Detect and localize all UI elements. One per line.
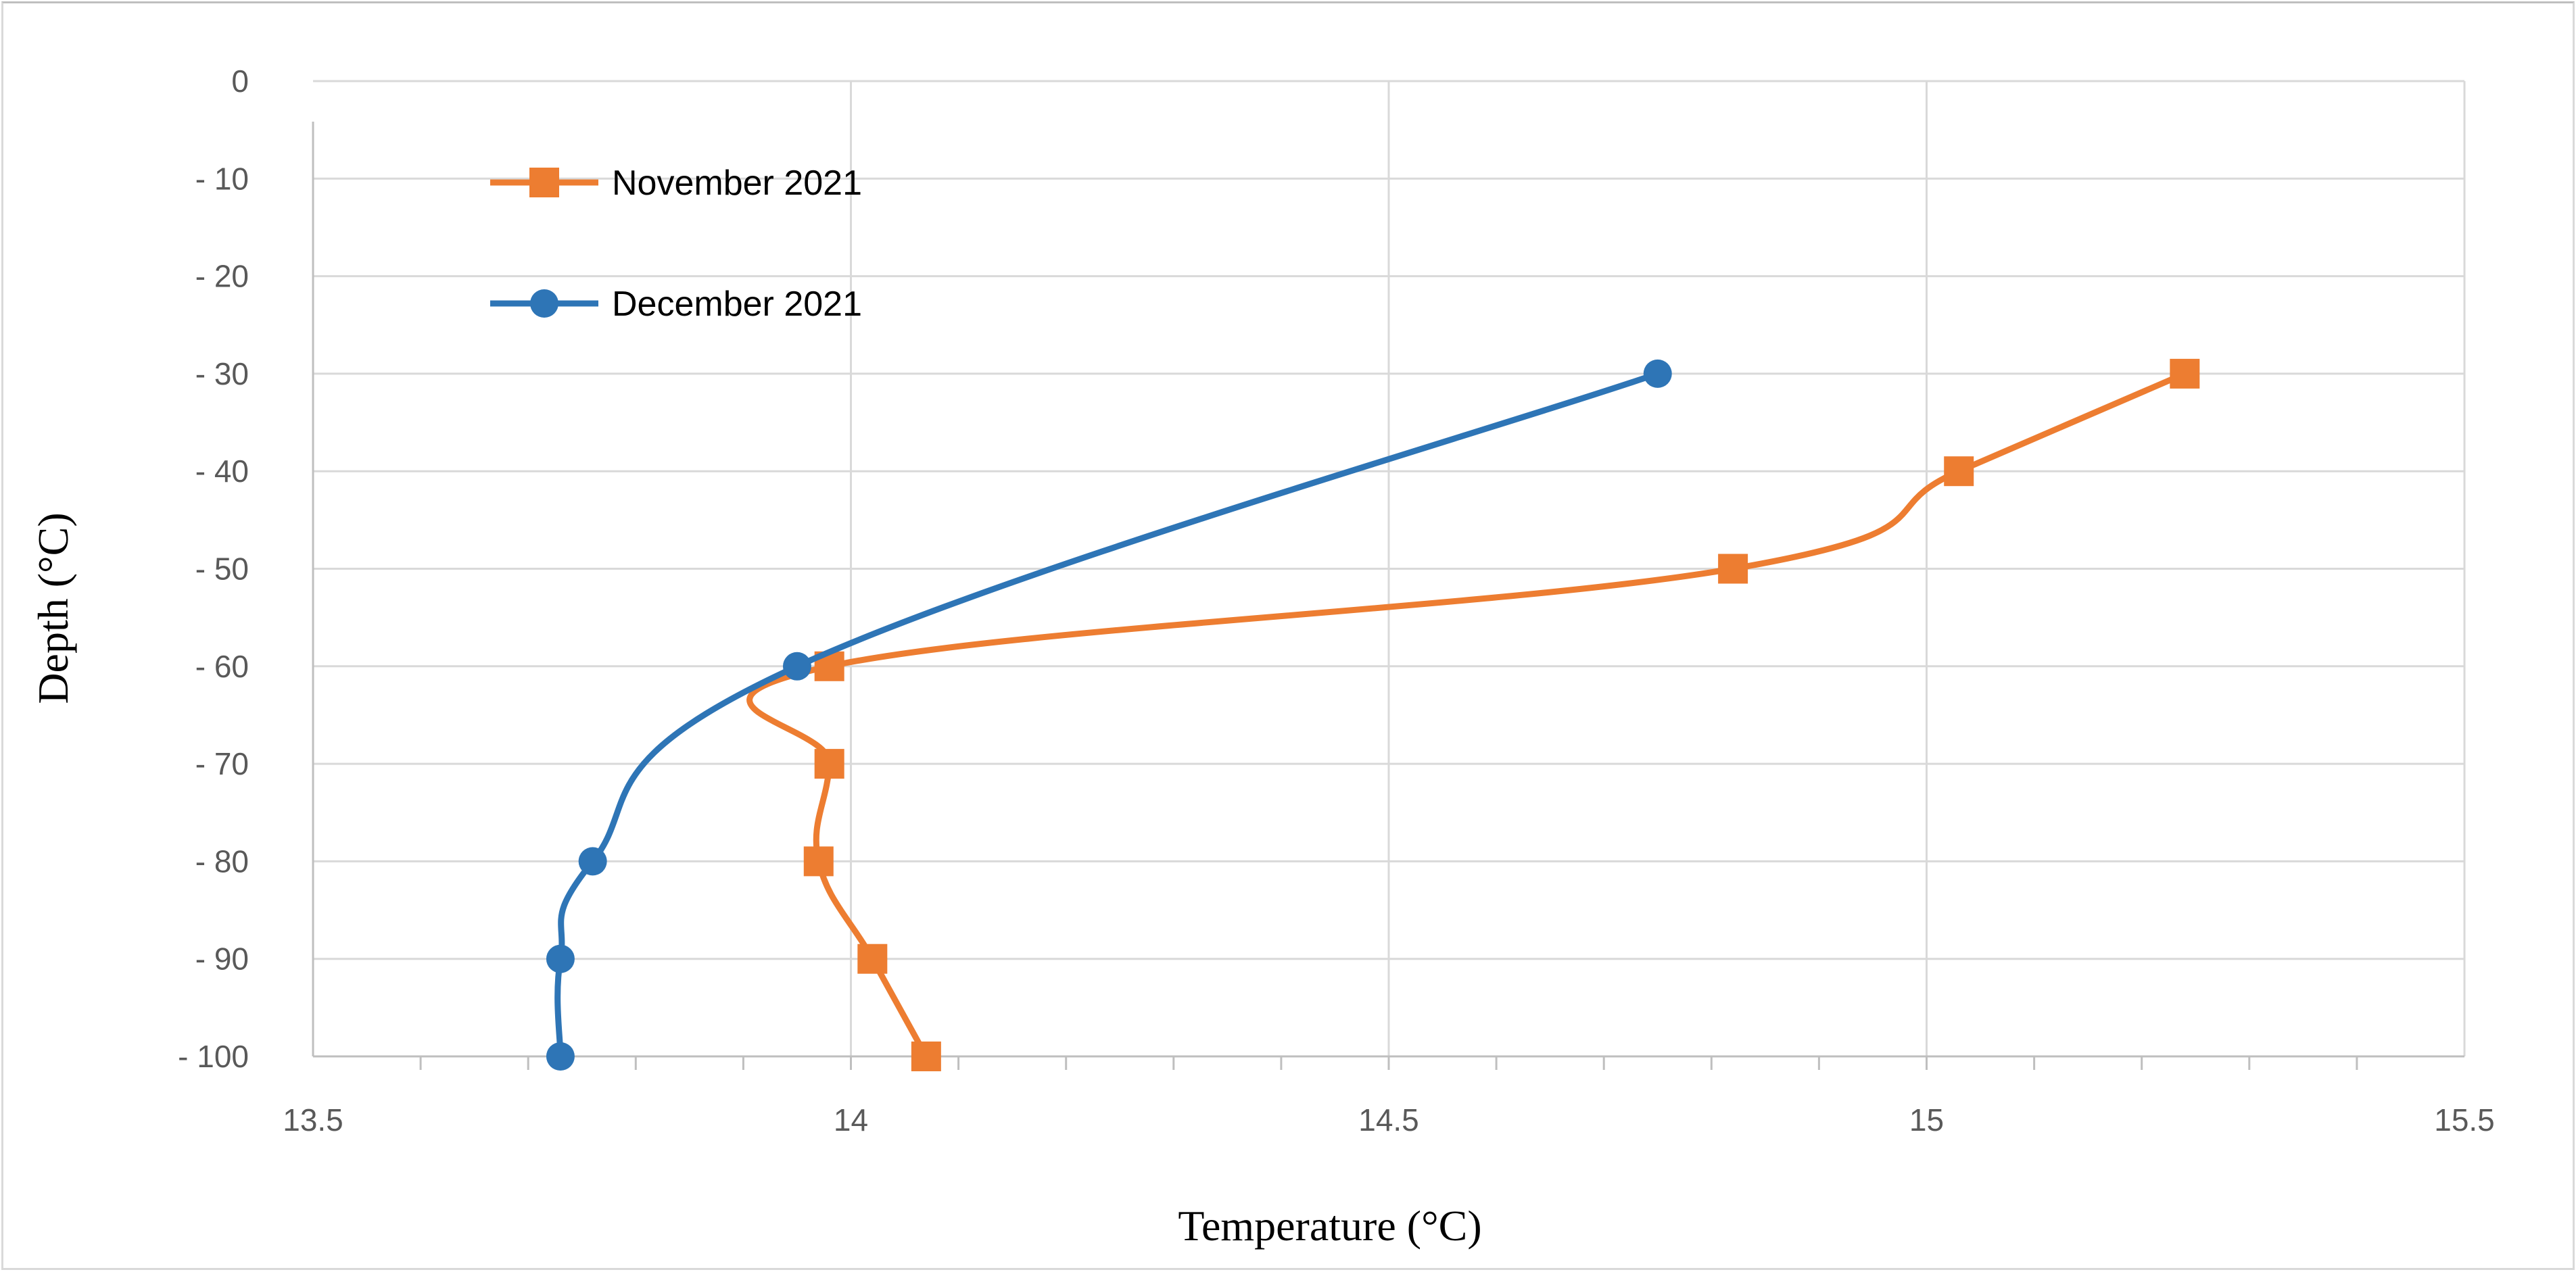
chart-svg: 0 - 10 - 20 - 30 - 40 - 50 - 60 - 70 - 80 - 90 - 1… bbox=[29, 64, 2495, 1250]
series-line-november-2021 bbox=[746, 370, 2188, 1060]
y-axis-title: Depth (°C) bbox=[29, 512, 77, 704]
legend-marker-november-2021 bbox=[529, 168, 559, 197]
y-tick-label: - 60 bbox=[195, 649, 249, 684]
legend-marker-december-2021 bbox=[530, 289, 558, 318]
data-point-november-2021 bbox=[814, 749, 844, 779]
series-line-december-2021 bbox=[554, 370, 1661, 1060]
x-tick-label: 14 bbox=[834, 1102, 868, 1138]
x-tick-label: 13.5 bbox=[283, 1102, 343, 1138]
data-point-december-2021 bbox=[546, 944, 575, 973]
data-point-november-2021 bbox=[803, 846, 834, 877]
data-point-december-2021 bbox=[782, 652, 811, 681]
y-tick-label: - 100 bbox=[178, 1039, 249, 1074]
data-point-december-2021 bbox=[546, 1042, 575, 1071]
y-tick-label: - 10 bbox=[195, 161, 249, 196]
y-tick-label: - 80 bbox=[195, 843, 249, 879]
axis-layer: 0 - 10 - 20 - 30 - 40 - 50 - 60 - 70 - 80 - 90 - 1… bbox=[178, 64, 2495, 1138]
y-tick-label: - 90 bbox=[195, 941, 249, 977]
y-tick-label: - 70 bbox=[195, 746, 249, 781]
data-point-december-2021 bbox=[578, 847, 607, 876]
x-axis-title: Temperature (°C) bbox=[1178, 1202, 1481, 1250]
y-tick-label: 0 bbox=[231, 64, 249, 99]
data-point-november-2021 bbox=[1718, 554, 1748, 584]
grid-layer bbox=[313, 80, 2466, 1056]
legend-label-november-2021: November 2021 bbox=[612, 164, 862, 203]
y-tick-label: - 20 bbox=[195, 259, 249, 294]
data-point-december-2021 bbox=[1643, 359, 1672, 388]
x-tick-label: 14.5 bbox=[1358, 1102, 1419, 1138]
legend: November 2021 December 2021 bbox=[490, 164, 862, 324]
legend-label-december-2021: December 2021 bbox=[612, 285, 862, 324]
data-point-november-2021 bbox=[1944, 456, 1974, 487]
series-layer bbox=[546, 358, 2200, 1071]
x-tick-label: 15.5 bbox=[2434, 1102, 2495, 1138]
data-point-november-2021 bbox=[857, 944, 888, 974]
y-tick-label: - 30 bbox=[195, 356, 249, 391]
data-point-november-2021 bbox=[2170, 358, 2200, 389]
data-point-november-2021 bbox=[911, 1042, 941, 1071]
y-tick-label: - 50 bbox=[195, 552, 249, 587]
x-tick-label: 15 bbox=[1909, 1102, 1944, 1138]
y-tick-label: - 40 bbox=[195, 454, 249, 489]
